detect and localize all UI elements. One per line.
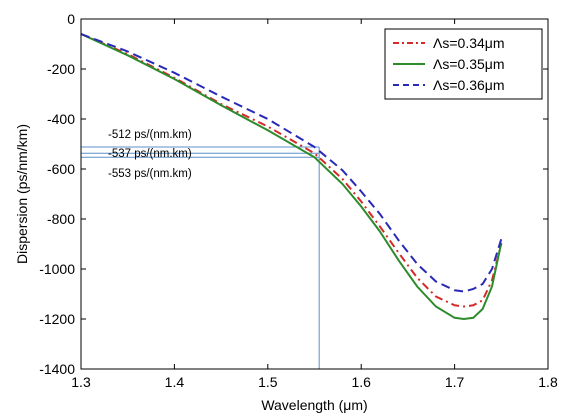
x-tick-label: 1.7	[445, 374, 465, 390]
x-tick-label: 1.6	[351, 374, 371, 390]
x-tick-label: 1.5	[258, 374, 278, 390]
annotation-label: -553 ps/(nm.km)	[108, 168, 192, 180]
y-tick-label: -200	[47, 61, 75, 77]
annotation-label: -512 ps/(nm.km)	[108, 129, 192, 141]
legend-entry-label: Λs=0.35μm	[433, 56, 505, 72]
legend-entry-label: Λs=0.36μm	[433, 77, 505, 93]
y-tick-label: 0	[67, 11, 75, 27]
legend-entry-label: Λs=0.34μm	[433, 35, 505, 51]
y-axis-label: Dispersion (ps/nm/km)	[14, 124, 30, 264]
x-tick-label: 1.8	[538, 374, 558, 390]
plot-frame	[80, 18, 549, 370]
series-group	[80, 33, 503, 321]
y-tick-label: -1400	[39, 361, 75, 377]
y-tick-label: -600	[47, 161, 75, 177]
y-tick-label: -1000	[39, 261, 75, 277]
y-tick-label: -400	[47, 111, 75, 127]
y-tick-label: -1200	[39, 311, 75, 327]
x-axis-label: Wavelength (μm)	[261, 397, 367, 413]
x-tick-label: 1.4	[165, 374, 185, 390]
series-line-3	[80, 33, 503, 293]
series-line-2	[80, 33, 503, 321]
annotation-group: -512 ps/(nm.km) -537 ps/(nm.km) -553 ps/(n…	[108, 129, 192, 180]
y-tick-label: -800	[47, 211, 75, 227]
x-tick-label: 1.3	[71, 374, 91, 390]
legend: Λs=0.34μm Λs=0.35μm Λs=0.36μm	[384, 28, 543, 100]
series-line-1	[80, 33, 503, 308]
annotation-label: -537 ps/(nm.km)	[108, 148, 192, 160]
reference-lines	[81, 146, 320, 369]
tick-group: 1.3 1.4 1.5 1.6 1.7 1.8 0 -200 -400 -600 -800 -1000…	[39, 11, 558, 390]
